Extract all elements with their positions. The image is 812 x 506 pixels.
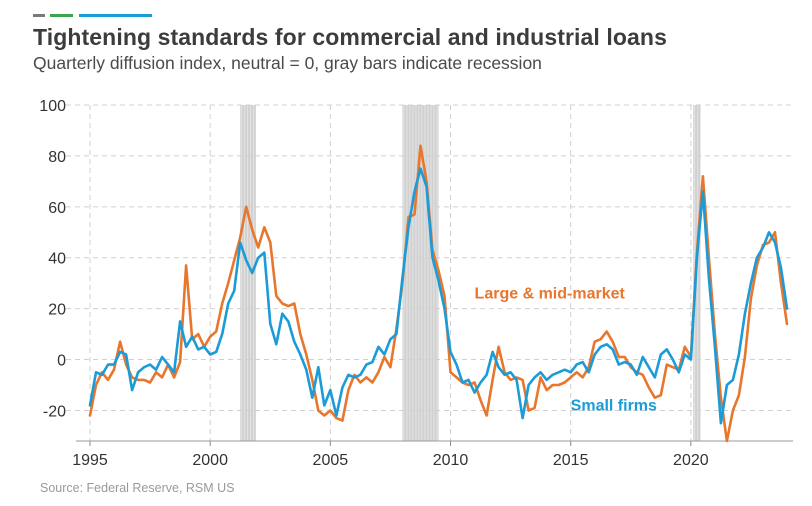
line-chart: -20 0 20 40 60 80 100 1995 2000 2005 2010 2015 2020 L… [39, 98, 793, 469]
y-tick-label: 80 [48, 149, 66, 166]
y-tick-label: 0 [57, 353, 66, 370]
y-tick-label: 100 [39, 98, 66, 115]
deco-bar-green [50, 14, 73, 17]
source-note: Source: Federal Reserve, RSM US [40, 481, 235, 495]
y-tick-label: 40 [48, 251, 66, 268]
deco-bar-gray [33, 14, 45, 17]
series-label-small: Small firms [571, 397, 657, 414]
series-label-large: Large & mid-market [475, 285, 626, 302]
recession-band-1 [402, 105, 439, 441]
y-tick-label: 20 [48, 302, 66, 319]
deco-bar-blue [79, 14, 152, 17]
x-tick-label: 2015 [553, 452, 589, 469]
x-tick-label: 2000 [192, 452, 228, 469]
x-tick-label: 1995 [72, 452, 108, 469]
x-tick-label: 2005 [313, 452, 349, 469]
series-line-small [88, 167, 789, 425]
series-line-large [88, 144, 789, 443]
y-tick-label: 60 [48, 200, 66, 217]
x-tick-label: 2010 [433, 452, 469, 469]
chart-subtitle: Quarterly diffusion index, neutral = 0, … [33, 53, 542, 73]
x-tick-label: 2020 [673, 452, 709, 469]
chart-title: Tightening standards for commercial and … [33, 24, 667, 50]
y-tick-label: -20 [43, 403, 66, 420]
